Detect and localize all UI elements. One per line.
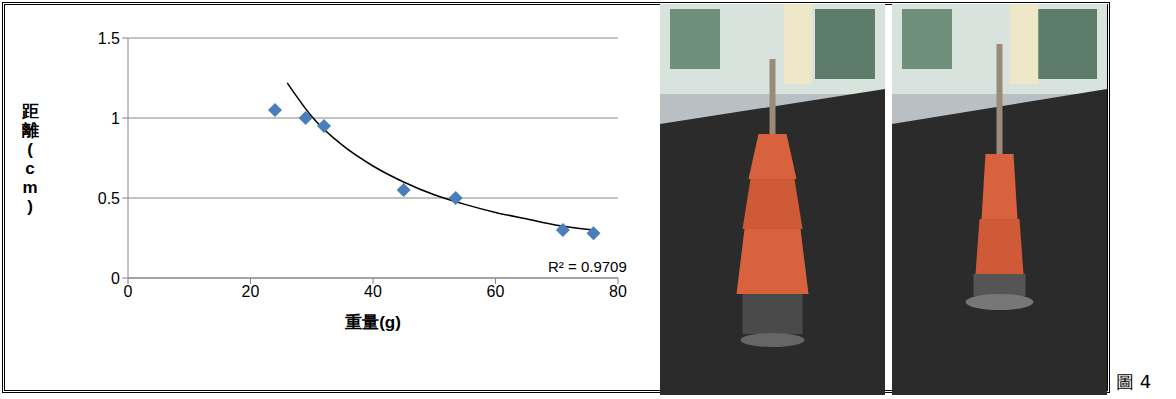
- svg-text:60: 60: [487, 283, 505, 300]
- svg-text:1: 1: [111, 110, 120, 127]
- svg-text:0.5: 0.5: [98, 190, 120, 207]
- svg-text:1.5: 1.5: [98, 30, 120, 47]
- svg-text:距離(cm): 距離(cm): [21, 102, 39, 216]
- html-text:R² = 0.9709: R² = 0.9709: [548, 258, 627, 275]
- svg-text:0: 0: [111, 270, 120, 287]
- svg-text:0: 0: [124, 283, 133, 300]
- svg-text:重量(g): 重量(g): [344, 313, 401, 332]
- html-text:圖 4: 圖 4: [1116, 371, 1152, 392]
- svg-text:20: 20: [242, 283, 260, 300]
- svg-text:80: 80: [609, 283, 627, 300]
- svg-text:40: 40: [364, 283, 382, 300]
